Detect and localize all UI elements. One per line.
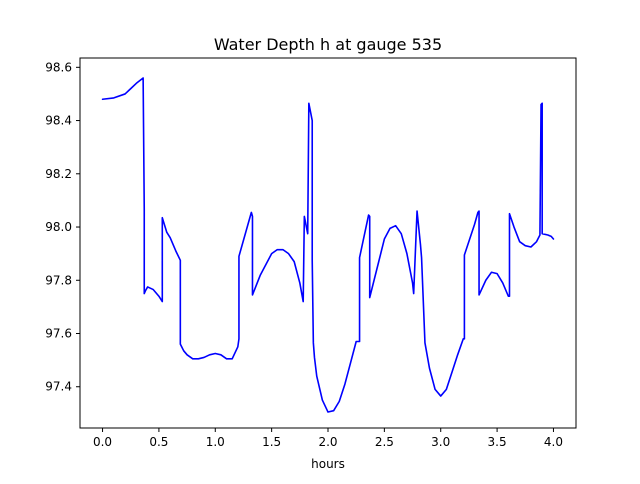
y-axis-ticks: 97.4 97.6 97.8 98.0 98.2 98.4 98.6 — [45, 60, 80, 394]
x-tick-label: 0.0 — [93, 435, 112, 449]
x-tick-label: 0.5 — [149, 435, 168, 449]
chart-title: Water Depth h at gauge 535 — [214, 35, 442, 54]
y-tick-label: 98.4 — [45, 114, 72, 128]
y-tick-label: 97.4 — [45, 380, 72, 394]
x-tick-label: 3.0 — [431, 435, 450, 449]
x-axis-label: hours — [311, 457, 345, 471]
x-tick-label: 2.0 — [318, 435, 337, 449]
y-tick-label: 97.8 — [45, 273, 72, 287]
x-axis-ticks: 0.0 0.5 1.0 1.5 2.0 2.5 3.0 3.5 4.0 — [93, 428, 563, 449]
x-tick-label: 1.5 — [262, 435, 281, 449]
x-tick-label: 4.0 — [544, 435, 563, 449]
x-tick-label: 1.0 — [206, 435, 225, 449]
y-tick-label: 98.0 — [45, 220, 72, 234]
series-line-0 — [101, 77, 555, 413]
x-tick-label: 2.5 — [375, 435, 394, 449]
y-tick-label: 98.6 — [45, 60, 72, 74]
y-tick-label: 97.6 — [45, 327, 72, 341]
x-tick-label: 3.5 — [488, 435, 507, 449]
series-layer — [101, 77, 555, 413]
y-tick-label: 98.2 — [45, 167, 72, 181]
